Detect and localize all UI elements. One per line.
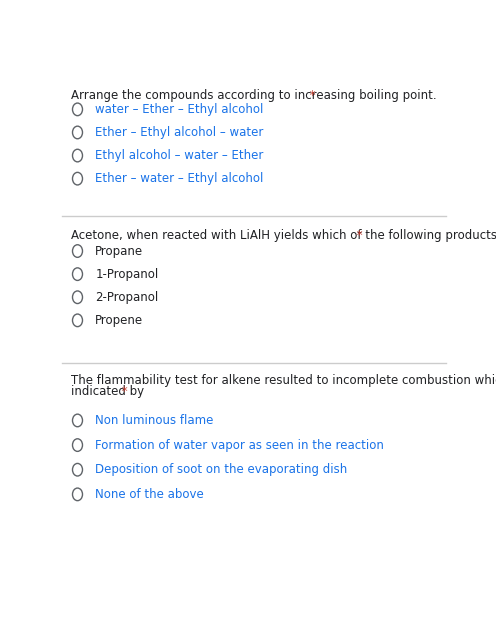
- Text: Non luminous flame: Non luminous flame: [95, 414, 214, 427]
- Text: *: *: [306, 89, 316, 103]
- Text: Acetone, when reacted with LiAlH yields which of the following products?: Acetone, when reacted with LiAlH yields …: [71, 230, 496, 243]
- Text: indicated by: indicated by: [71, 385, 144, 398]
- Text: Ethyl alcohol – water – Ether: Ethyl alcohol – water – Ether: [95, 149, 264, 162]
- Text: Ether – water – Ethyl alcohol: Ether – water – Ethyl alcohol: [95, 172, 264, 185]
- Text: Formation of water vapor as seen in the reaction: Formation of water vapor as seen in the …: [95, 438, 384, 452]
- Text: water – Ether – Ethyl alcohol: water – Ether – Ethyl alcohol: [95, 103, 264, 116]
- Text: Ether – Ethyl alcohol – water: Ether – Ethyl alcohol – water: [95, 126, 264, 139]
- Text: *: *: [353, 230, 363, 243]
- Text: Propane: Propane: [95, 245, 143, 257]
- Text: None of the above: None of the above: [95, 488, 204, 501]
- Text: *: *: [118, 385, 128, 398]
- Text: 1-Propanol: 1-Propanol: [95, 268, 159, 281]
- Text: The flammability test for alkene resulted to incomplete combustion which is: The flammability test for alkene resulte…: [71, 374, 496, 387]
- Text: Arrange the compounds according to increasing boiling point.: Arrange the compounds according to incre…: [71, 89, 437, 103]
- Text: Deposition of soot on the evaporating dish: Deposition of soot on the evaporating di…: [95, 463, 348, 476]
- Text: 2-Propanol: 2-Propanol: [95, 291, 159, 304]
- Text: Propene: Propene: [95, 314, 143, 327]
